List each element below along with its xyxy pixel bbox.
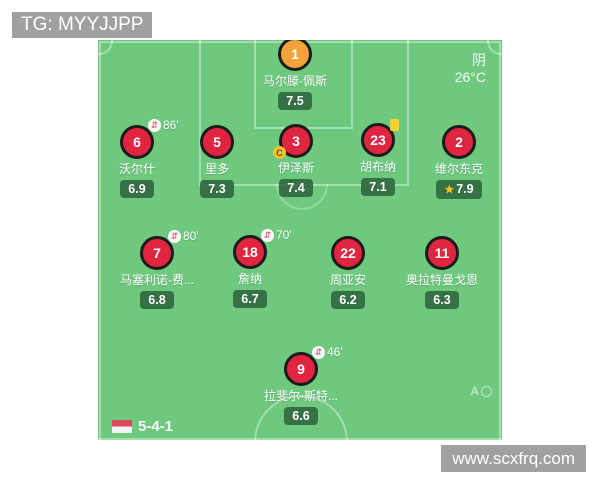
player-rating-badge: 7.1 bbox=[361, 178, 395, 196]
player-rating-value: 6.9 bbox=[128, 182, 146, 196]
weather-info: 阴 26°C bbox=[455, 52, 486, 86]
substitution-badge: ⇵ 70' bbox=[261, 228, 292, 242]
brand-letter: A bbox=[470, 384, 479, 398]
player-rating-badge: 6.2 bbox=[331, 291, 365, 309]
player-rating-badge: 6.8 bbox=[140, 291, 174, 309]
substitution-minute: 86' bbox=[163, 118, 179, 132]
player-item[interactable]: 2 维尔东克 ★ 7.9 bbox=[399, 125, 502, 199]
player-name: 詹纳 bbox=[237, 272, 262, 286]
player-rating-badge: 7.4 bbox=[279, 179, 313, 197]
player-rating-value: 6.3 bbox=[433, 293, 451, 307]
substitution-arrows-icon: ⇵ bbox=[312, 345, 325, 359]
player-number-circle[interactable]: 1 bbox=[278, 40, 312, 71]
player-name: 胡布纳 bbox=[359, 160, 396, 174]
player-name: 周亚安 bbox=[329, 273, 366, 287]
player-name: 里多 bbox=[204, 162, 229, 176]
football-pitch: 阴 26°C 1 马尔滕-佩斯 7.5 ⇵ 86' 6 沃尔什 6.9 bbox=[98, 40, 502, 440]
player-rating-value: 7.3 bbox=[208, 182, 226, 196]
player-rating-value: 6.2 bbox=[339, 293, 357, 307]
player-number: 6 bbox=[133, 134, 141, 150]
substitution-badge: ⇵ 86' bbox=[148, 118, 179, 132]
player-number-circle[interactable]: 3 C bbox=[273, 124, 313, 159]
captain-badge-icon: C bbox=[273, 146, 286, 159]
player-name: 马尔滕-佩斯 bbox=[263, 74, 327, 88]
player-number: 5 bbox=[213, 134, 221, 150]
player-number-circle[interactable]: 7 bbox=[140, 236, 174, 270]
player-item[interactable]: 1 马尔滕-佩斯 7.5 bbox=[235, 40, 355, 110]
player-name: 维尔东克 bbox=[434, 162, 483, 176]
player-number-circle[interactable]: 5 bbox=[200, 125, 234, 159]
weather-temperature: 26°C bbox=[454, 69, 486, 85]
player-rating-badge: 6.9 bbox=[120, 180, 154, 198]
player-name: 马塞利诺-费... bbox=[120, 273, 194, 287]
weather-condition: 阴 bbox=[472, 52, 486, 68]
player-number: 2 bbox=[455, 134, 463, 150]
player-number: 23 bbox=[370, 132, 386, 148]
player-number-circle[interactable]: 22 bbox=[331, 236, 365, 270]
player-rating-badge: 7.3 bbox=[200, 180, 234, 198]
player-item[interactable]: 5 里多 7.3 bbox=[157, 125, 277, 198]
player-rating-badge: ★ 7.9 bbox=[436, 180, 482, 199]
star-icon: ★ bbox=[444, 184, 455, 196]
player-item[interactable]: ⇵ 46' 9 拉斐尔-斯特... 6.6 bbox=[241, 345, 361, 425]
player-name: 伊泽斯 bbox=[277, 161, 314, 175]
player-number: 1 bbox=[291, 46, 299, 62]
substitution-minute: 70' bbox=[276, 228, 292, 242]
formation-label: 5-4-1 bbox=[138, 418, 174, 435]
player-number-circle[interactable]: 2 bbox=[442, 125, 476, 159]
substitution-badge: ⇵ 46' bbox=[312, 345, 343, 359]
substitution-badge: ⇵ 80' bbox=[168, 229, 199, 243]
player-number: 11 bbox=[434, 245, 450, 261]
player-rating-value: 6.8 bbox=[148, 293, 166, 307]
team-flag-icon bbox=[112, 420, 132, 433]
halfway-line bbox=[98, 438, 502, 440]
player-rating-value: 6.7 bbox=[241, 292, 259, 306]
player-rating-value: 6.6 bbox=[292, 409, 310, 423]
player-number-circle[interactable]: 18 bbox=[233, 235, 267, 269]
player-number: 22 bbox=[340, 245, 356, 261]
substitution-arrows-icon: ⇵ bbox=[261, 228, 274, 242]
player-item[interactable]: 23 胡布纳 7.1 bbox=[318, 119, 438, 196]
player-rating-value: 7.4 bbox=[287, 181, 305, 195]
substitution-minute: 80' bbox=[183, 229, 199, 243]
player-rating-badge: 6.3 bbox=[425, 291, 459, 309]
watermark-top-left: TG: MYYJJPP bbox=[12, 12, 153, 38]
player-number-circle[interactable]: 11 bbox=[425, 236, 459, 270]
watermark-bottom-right: www.scxfrq.com bbox=[441, 445, 586, 472]
player-number: 3 bbox=[292, 133, 300, 149]
player-name: 沃尔什 bbox=[118, 162, 155, 176]
player-number-circle[interactable]: 6 bbox=[120, 125, 154, 159]
substitution-arrows-icon: ⇵ bbox=[168, 229, 181, 243]
ball-icon bbox=[481, 385, 492, 397]
player-number: 18 bbox=[242, 244, 258, 260]
player-rating-badge: 7.5 bbox=[278, 92, 312, 110]
player-rating-value: 7.1 bbox=[369, 180, 387, 194]
formation-info: 5-4-1 bbox=[112, 418, 173, 435]
player-number-circle[interactable]: 23 bbox=[361, 119, 399, 157]
players-layer: 1 马尔滕-佩斯 7.5 ⇵ 86' 6 沃尔什 6.9 5 里多 bbox=[98, 40, 502, 440]
substitution-minute: 46' bbox=[327, 345, 343, 359]
player-number: 7 bbox=[153, 245, 161, 261]
player-number: 9 bbox=[297, 361, 305, 377]
player-item[interactable]: 3 C 伊泽斯 7.4 bbox=[236, 124, 356, 197]
player-item[interactable]: 11 奥拉特曼戈恩 6.3 bbox=[382, 236, 502, 309]
substitution-arrows-icon: ⇵ bbox=[148, 118, 161, 132]
player-rating-value: 7.5 bbox=[286, 94, 304, 108]
player-item[interactable]: ⇵ 86' 6 沃尔什 6.9 bbox=[98, 118, 197, 198]
player-item[interactable]: ⇵ 80' 7 马塞利诺-费... 6.8 bbox=[98, 229, 217, 309]
player-item[interactable]: ⇵ 70' 18 詹纳 6.7 bbox=[190, 228, 310, 308]
yellow-card-icon bbox=[390, 119, 399, 131]
player-name: 奥拉特曼戈恩 bbox=[405, 273, 478, 287]
player-number-circle[interactable]: 9 bbox=[284, 352, 318, 386]
player-rating-badge: 6.6 bbox=[284, 407, 318, 425]
player-rating-value: 7.9 bbox=[456, 182, 474, 196]
brand-logo: A bbox=[470, 384, 492, 398]
player-rating-badge: 6.7 bbox=[233, 290, 267, 308]
player-item[interactable]: 22 周亚安 6.2 bbox=[288, 236, 408, 309]
player-name: 拉斐尔-斯特... bbox=[264, 389, 338, 403]
